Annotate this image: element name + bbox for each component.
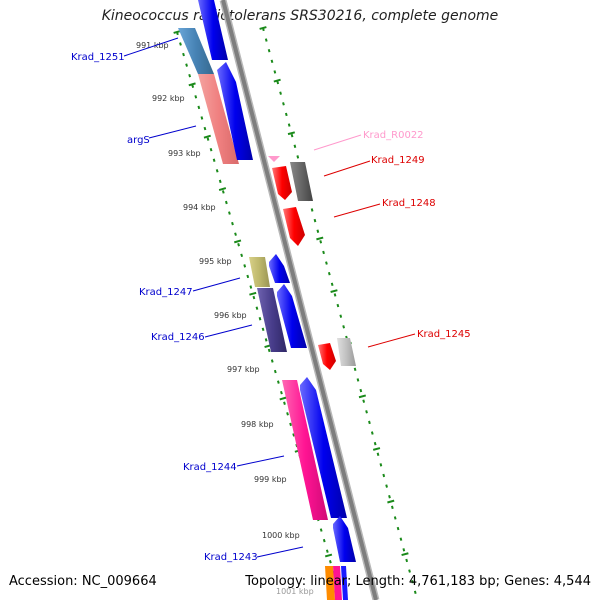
tick-mark xyxy=(279,396,287,401)
feature-rna-pink[interactable] xyxy=(268,156,280,162)
tick-mark xyxy=(316,236,324,241)
features xyxy=(178,0,356,600)
gene-labels: Krad_1251 argS Krad_R0022 Krad_1249 Krad… xyxy=(71,52,471,563)
label-leaders xyxy=(123,37,416,558)
tick-label: 998 kbp xyxy=(241,420,274,429)
feature-fragment-orange[interactable] xyxy=(325,566,335,600)
feature-red-3[interactable] xyxy=(318,343,336,370)
feature-blue-6[interactable] xyxy=(333,516,356,562)
tick-mark xyxy=(273,78,281,83)
tick-mark xyxy=(188,82,196,87)
feature-steelblue[interactable] xyxy=(178,28,214,74)
tick-mark xyxy=(259,26,267,30)
tick-label: 992 kbp xyxy=(152,94,185,103)
feature-gray-1[interactable] xyxy=(290,162,313,201)
feature-red-1[interactable] xyxy=(272,166,292,200)
tick-label: 996 kbp xyxy=(214,311,247,320)
tick-mark xyxy=(233,239,242,244)
tick-label: 1001 kbp xyxy=(276,587,314,596)
gene-label-krad-1246[interactable]: Krad_1246 xyxy=(151,332,205,343)
gene-label-krad-1249[interactable]: Krad_1249 xyxy=(371,155,425,166)
feature-red-2[interactable] xyxy=(283,207,305,246)
tick-label: 994 kbp xyxy=(183,203,216,212)
feature-blue-4[interactable] xyxy=(277,284,307,348)
genome-stats-text: Topology: linear; Length: 4,761,183 bp; … xyxy=(245,574,591,589)
feature-blue-3[interactable] xyxy=(269,254,290,283)
tick-mark xyxy=(372,447,381,451)
gene-label-krad-1245[interactable]: Krad_1245 xyxy=(417,329,471,340)
tick-mark xyxy=(358,394,367,399)
gene-label-krad-1251[interactable]: Krad_1251 xyxy=(71,52,125,63)
tick-label: 999 kbp xyxy=(254,475,287,484)
gene-label-krad-1244[interactable]: Krad_1244 xyxy=(183,462,237,473)
gene-label-krad-1248[interactable]: Krad_1248 xyxy=(382,198,436,209)
tick-label: 993 kbp xyxy=(168,149,201,158)
feature-gray-2[interactable] xyxy=(337,338,356,366)
feature-darkslate[interactable] xyxy=(257,288,287,352)
feature-salmon[interactable] xyxy=(198,74,239,164)
tick-mark xyxy=(249,291,257,296)
gene-label-krad-1247[interactable]: Krad_1247 xyxy=(139,287,193,298)
tick-mark xyxy=(324,553,333,558)
tick-mark xyxy=(173,30,181,34)
tick-mark xyxy=(330,289,338,293)
tick-mark xyxy=(287,131,296,136)
gene-label-args[interactable]: argS xyxy=(127,135,150,146)
feature-olive[interactable] xyxy=(249,257,270,287)
accession-text: Accession: NC_009664 xyxy=(9,574,157,589)
sequence-backbone xyxy=(219,0,380,600)
tick-mark xyxy=(218,187,227,191)
feature-blue-5[interactable] xyxy=(300,377,347,518)
tick-label: 1000 kbp xyxy=(262,531,300,540)
feature-blue-1[interactable] xyxy=(198,0,228,60)
tick-label: 997 kbp xyxy=(227,365,260,374)
feature-fragment-blue[interactable] xyxy=(341,566,348,600)
gene-label-krad-1243[interactable]: Krad_1243 xyxy=(204,552,258,563)
tick-mark xyxy=(401,552,409,557)
feature-fragment-pink[interactable] xyxy=(333,566,342,600)
tick-mark xyxy=(387,499,395,504)
feature-blue-2[interactable] xyxy=(217,62,253,160)
tick-mark xyxy=(203,134,211,139)
feature-pink[interactable] xyxy=(282,380,328,520)
tick-label: 995 kbp xyxy=(199,257,232,266)
tick-label: 991 kbp xyxy=(136,41,169,50)
tick-labels: 991 kbp 992 kbp 993 kbp 994 kbp 995 kbp … xyxy=(136,41,314,596)
gene-label-krad-r0022[interactable]: Krad_R0022 xyxy=(363,130,424,141)
